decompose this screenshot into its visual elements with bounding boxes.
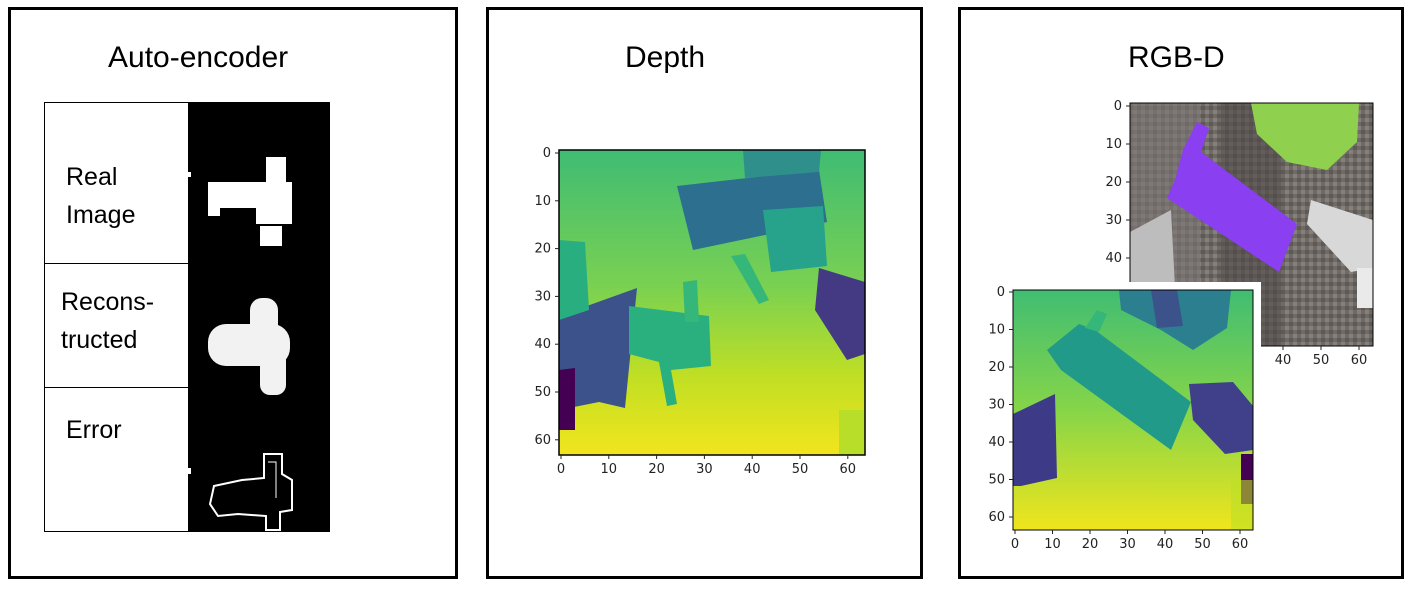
rgbd-plots: 0 10 20 30 40 40 50 60 0 10 20 30 40 50 60 0 10 20 30 40… xyxy=(981,99,1374,558)
tick-label: 0 xyxy=(543,146,551,161)
tick-label: 0 xyxy=(1011,537,1019,552)
tick-label: 40 xyxy=(744,462,761,477)
tick-label: 40 xyxy=(1275,353,1292,368)
tick-label: 50 xyxy=(792,462,809,477)
tick-label: 0 xyxy=(1114,99,1122,114)
rgbd-panel: RGB-D 0 10 20 30 40 40 xyxy=(958,7,1404,579)
tick-label: 30 xyxy=(1119,537,1136,552)
tick-label: 30 xyxy=(988,398,1005,413)
reconstructed-label: Recons- tructed xyxy=(61,288,155,354)
rgbd-depth-y-axis: 0 10 20 30 40 50 60 xyxy=(988,285,1013,525)
tick-label: 40 xyxy=(988,435,1005,450)
tick-label: 40 xyxy=(1105,251,1122,266)
real-image-label: Real Image xyxy=(66,163,136,229)
reconstructed-image xyxy=(208,298,290,395)
tick-label: 50 xyxy=(988,473,1005,488)
tick-label: 50 xyxy=(1194,537,1211,552)
depth-title: Depth xyxy=(625,41,706,74)
tick-label: 20 xyxy=(988,360,1005,375)
tick-label: 60 xyxy=(1351,353,1368,368)
tick-label: 0 xyxy=(557,462,565,477)
tick-label: 60 xyxy=(534,433,551,448)
tick-label: 10 xyxy=(534,194,551,209)
depth-plot: 0 10 20 30 40 50 60 0 10 20 30 40 50 60 xyxy=(534,146,866,477)
tick-label: 20 xyxy=(534,242,551,257)
rgbd-depth-x-axis: 0 10 20 30 40 50 60 xyxy=(1011,530,1248,552)
tick-label: 50 xyxy=(534,385,551,400)
tick-label: 10 xyxy=(1044,537,1061,552)
error-image xyxy=(188,453,293,531)
autoencoder-title: Auto-encoder xyxy=(108,41,289,74)
tick-label: 60 xyxy=(988,510,1005,525)
tick-label: 10 xyxy=(1105,137,1122,152)
rgbd-title: RGB-D xyxy=(1128,41,1225,74)
tick-label: 30 xyxy=(1105,213,1122,228)
depth-panel: Depth xyxy=(486,7,923,579)
tick-label: 60 xyxy=(1232,537,1249,552)
tick-label: 50 xyxy=(1313,353,1330,368)
tick-label: 0 xyxy=(997,285,1005,300)
tick-label: 10 xyxy=(601,462,618,477)
tick-label: 10 xyxy=(988,323,1005,338)
rgbd-depth-image: 0 10 20 30 40 50 60 0 10 20 30 40 50 60 xyxy=(988,285,1254,552)
tick-label: 30 xyxy=(696,462,713,477)
depth-x-axis: 0 10 20 30 40 50 60 xyxy=(557,455,856,477)
rgb-x-axis: 40 50 60 xyxy=(1275,346,1368,368)
tick-label: 20 xyxy=(1105,175,1122,190)
tick-label: 40 xyxy=(1157,537,1174,552)
autoencoder-panel: Auto-encoder Real Image Recons- tructed … xyxy=(8,7,458,579)
autoencoder-label-column: Real Image Recons- tructed Error xyxy=(44,102,190,532)
rgb-y-axis: 0 10 20 30 40 xyxy=(1105,99,1130,266)
autoencoder-images xyxy=(188,102,330,532)
tick-label: 20 xyxy=(1082,537,1099,552)
tick-label: 20 xyxy=(648,462,665,477)
error-label: Error xyxy=(66,416,122,444)
tick-label: 40 xyxy=(534,337,551,352)
tick-label: 30 xyxy=(534,289,551,304)
tick-label: 60 xyxy=(840,462,857,477)
depth-image xyxy=(558,149,866,456)
depth-y-axis: 0 10 20 30 40 50 60 xyxy=(534,146,559,448)
real-image-mask xyxy=(188,157,292,246)
